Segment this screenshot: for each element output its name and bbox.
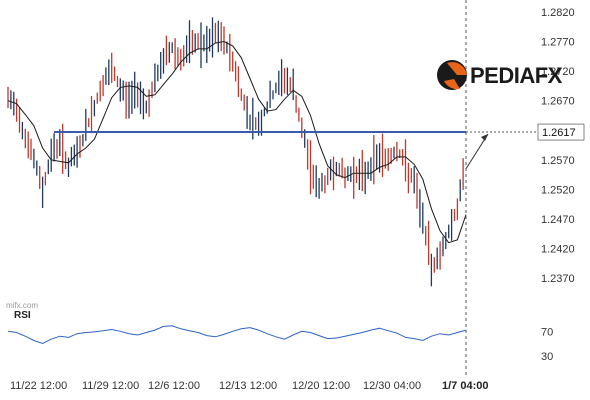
rsi-axis: 70 30 [541,326,553,362]
projection-arrow-head [481,134,488,142]
rsi-line [7,325,467,345]
logo-orange-accent [444,79,460,90]
time-axis: 11/22 12:00 11/29 12:00 12/6 12:00 12/13 12… [10,380,488,392]
price-tag-label: 1.2617 [542,127,576,139]
price-tick-label: 1.2520 [541,184,575,196]
price-tick-label: 1.2770 [541,37,575,49]
price-tick-label: 1.2720 [541,66,575,78]
price-tick-label: 1.2470 [541,214,575,226]
price-tag-box [537,123,585,141]
time-tick-label: 1/7 04:00 [442,380,488,392]
time-tick-label: 12/20 12:00 [292,380,350,392]
logo-orange-segment [447,62,467,75]
time-tick-label: 12/30 04:00 [363,380,421,392]
brand-logo: PEDIAFX [437,60,563,90]
price-tick-label: 1.2420 [541,244,575,256]
price-tick-label: 1.2670 [541,96,575,108]
level-price-tag: 1.2617 [537,123,585,141]
price-tick-label: 1.2820 [541,7,575,19]
rsi-tick-label: 30 [541,351,553,363]
price-tick-label: 1.2570 [541,155,575,167]
price-tick-label: 1.2370 [541,273,575,285]
rsi-title: RSI [14,310,31,321]
watermark: mifx.com [6,301,38,310]
rsi-tick-label: 70 [541,326,553,338]
time-tick-label: 11/22 12:00 [10,380,67,392]
price-bars [7,17,464,287]
time-tick-label: 12/6 12:00 [148,380,200,392]
brand-name: PEDIAFX [470,63,563,88]
price-axis: 1.2370 1.2420 1.2470 1.2520 1.2570 1.2670 1.27… [541,7,575,285]
time-tick-label: 11/29 12:00 [82,380,139,392]
time-tick-label: 12/13 12:00 [219,380,277,392]
moving-average-line [7,40,467,244]
projection-arrow [465,133,489,170]
